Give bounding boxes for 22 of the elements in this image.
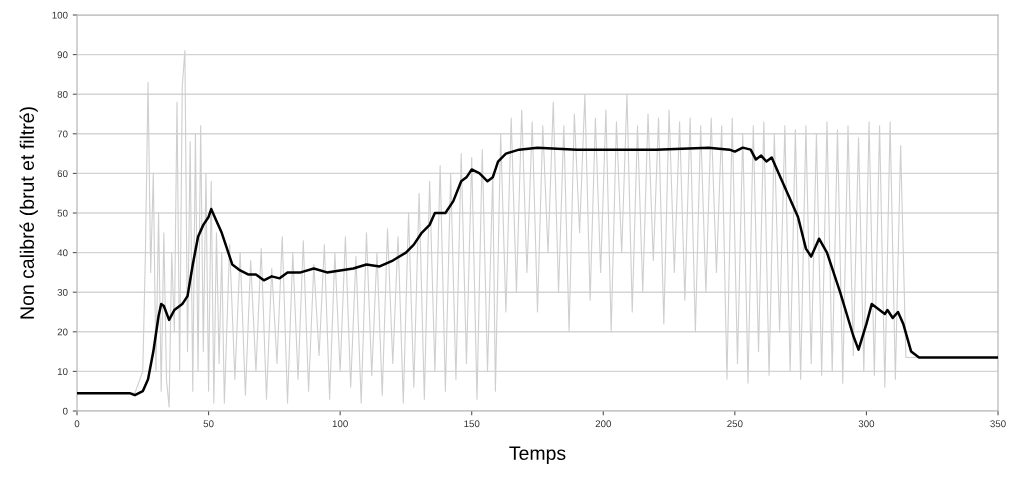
y-tick-label: 50 <box>57 209 68 217</box>
x-tick-label: 100 <box>332 420 348 428</box>
x-tick-label: 150 <box>464 420 480 428</box>
y-tick-label: 90 <box>57 51 68 59</box>
y-tick-label: 100 <box>52 11 68 19</box>
y-tick-label: 60 <box>57 170 68 178</box>
x-tick-label: 200 <box>595 420 612 428</box>
y-tick-label: 80 <box>57 90 68 98</box>
y-tick-label: 70 <box>57 130 68 138</box>
x-axis-title: Temps <box>509 446 566 464</box>
x-tick-label: 250 <box>727 420 743 428</box>
y-tick-label: 0 <box>62 407 68 415</box>
x-tick-label: 50 <box>203 420 214 428</box>
y-tick-label: 10 <box>57 368 68 376</box>
y-tick-label: 30 <box>57 288 68 296</box>
y-axis-title: Non calibré (brut et filtré) <box>19 107 38 319</box>
y-tick-label: 40 <box>57 249 68 257</box>
x-tick-label: 300 <box>858 420 875 428</box>
line-series <box>77 146 998 397</box>
x-tick-label: 350 <box>990 420 1006 428</box>
y-tick-label: 20 <box>57 328 68 336</box>
x-tick-label: 0 <box>74 420 80 428</box>
